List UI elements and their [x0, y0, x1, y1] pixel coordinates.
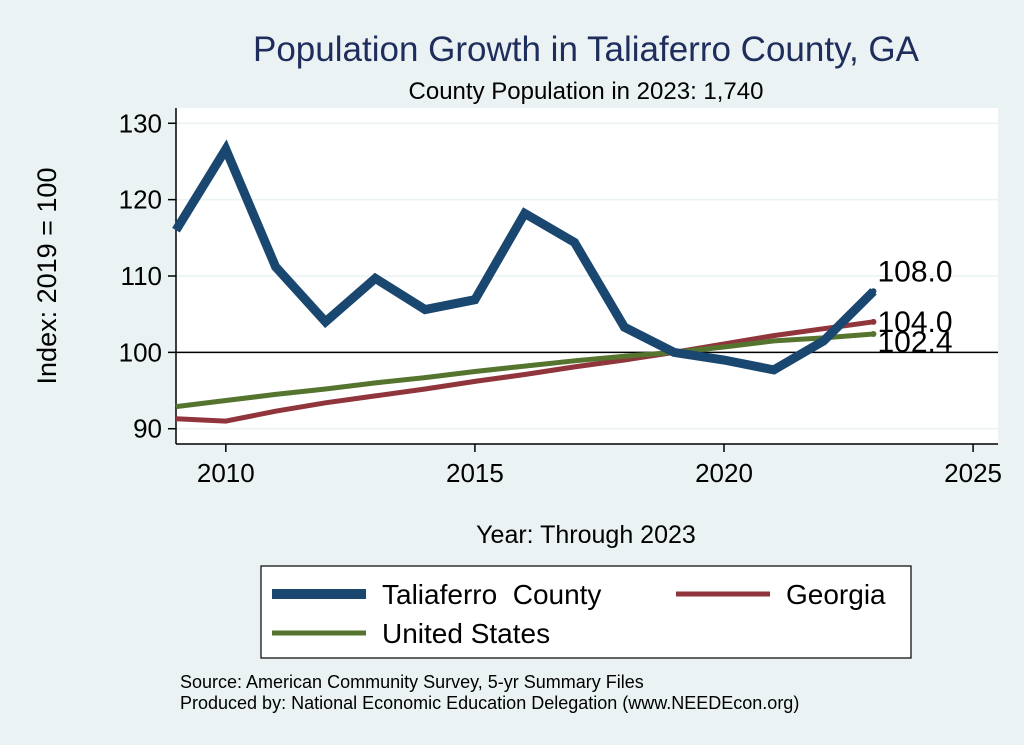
x-axis-ticks: 2010 2015 2020 2025 [197, 444, 1002, 488]
legend: Taliaferro County Georgia United States [260, 565, 912, 659]
series-line-united-states [175, 331, 874, 410]
x-axis-title: Year: Through 2023 [476, 521, 696, 549]
series-line-georgia [175, 319, 874, 424]
end-point-georgia [870, 318, 877, 325]
y-tick-label-110: 110 [121, 261, 162, 291]
x-tick-label-2015: 2015 [446, 458, 504, 488]
end-label-taliaferro: 108.0 [877, 255, 952, 288]
end-point-taliaferro [870, 288, 877, 295]
series-layer [172, 139, 877, 424]
producer-note: Produced by: National Economic Education… [180, 693, 799, 713]
y-tick-label-90: 90 [133, 414, 162, 444]
series-line-taliaferro [172, 139, 877, 375]
legend-label-united-states: United States [382, 618, 550, 649]
end-label-united-states: 102.4 [877, 326, 952, 359]
x-tick-label-2020: 2020 [695, 458, 753, 488]
x-tick-label-2010: 2010 [197, 458, 255, 488]
y-tick-label-100: 100 [119, 337, 162, 367]
legend-label-taliaferro: Taliaferro County [382, 579, 601, 610]
y-axis-title: Index: 2019 = 100 [32, 168, 62, 385]
x-tick-label-2025: 2025 [944, 458, 1002, 488]
chart-title: Population Growth in Taliaferro County, … [253, 30, 920, 69]
source-note: Source: American Community Survey, 5-yr … [180, 672, 644, 692]
legend-box [260, 565, 912, 659]
y-tick-label-120: 120 [119, 185, 162, 215]
end-point-united-states [870, 331, 877, 338]
chart-subtitle: County Population in 2023: 1,740 [409, 78, 764, 105]
y-axis-ticks: 90 100 110 120 130 [119, 108, 176, 444]
y-tick-label-130: 130 [119, 108, 162, 138]
end-label-georgia: 104.0 [877, 306, 952, 339]
legend-label-georgia: Georgia [786, 579, 886, 610]
